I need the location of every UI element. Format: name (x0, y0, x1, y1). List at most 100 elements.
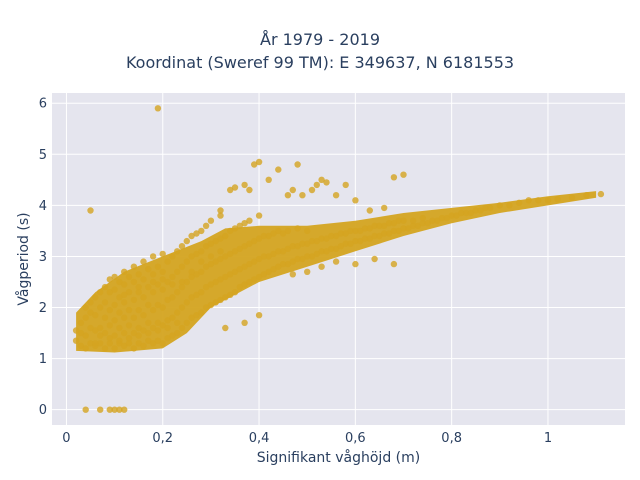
data-point (424, 220, 431, 227)
data-point (352, 237, 359, 245)
data-point (178, 304, 186, 311)
data-point (487, 204, 494, 212)
data-point (251, 276, 258, 283)
data-point (308, 237, 316, 245)
chart-subtitle: Koordinat (Sweref 99 TM): E 349637, N 61… (125, 53, 515, 72)
data-point (443, 214, 450, 222)
data-point (554, 196, 561, 203)
data-point (255, 235, 263, 242)
data-point (207, 240, 215, 247)
data-point (130, 329, 138, 337)
data-point (405, 225, 412, 232)
data-point (318, 235, 325, 242)
data-point (352, 227, 359, 235)
data-point (101, 329, 109, 337)
data-point (97, 324, 104, 332)
data-point (467, 209, 475, 217)
data-point (265, 232, 272, 240)
data-point (72, 327, 80, 334)
data-point (477, 207, 484, 214)
data-point (198, 258, 205, 265)
data-point (121, 406, 128, 413)
data-point (183, 258, 190, 265)
data-points (72, 105, 605, 413)
data-point (140, 312, 147, 319)
data-point (376, 222, 383, 229)
data-point (92, 340, 99, 347)
data-point (164, 324, 171, 332)
data-point (294, 243, 301, 250)
data-point (164, 296, 171, 304)
data-point (111, 301, 118, 309)
data-point (381, 222, 388, 229)
data-point (332, 232, 340, 240)
data-point (328, 245, 335, 252)
data-point (284, 260, 292, 268)
data-point (260, 253, 268, 260)
x-tick-label: 0,8 (441, 431, 462, 446)
data-point (92, 294, 99, 301)
data-point (164, 317, 171, 324)
data-point (284, 245, 292, 252)
data-point (145, 329, 152, 337)
data-point (159, 276, 166, 283)
data-point (169, 281, 176, 288)
data-point (169, 332, 176, 339)
data-point (169, 273, 176, 281)
data-point (217, 212, 224, 219)
data-point (202, 263, 210, 270)
data-point (462, 209, 470, 217)
data-point (207, 281, 215, 288)
data-point (140, 327, 147, 334)
y-tick-label: 4 (39, 199, 47, 214)
data-point (385, 220, 393, 227)
data-point (111, 273, 118, 281)
data-point (183, 278, 190, 286)
data-point (313, 237, 320, 245)
data-point (347, 240, 354, 247)
data-point (318, 248, 325, 255)
data-point (111, 345, 118, 352)
data-point (308, 253, 316, 260)
data-point (381, 204, 388, 212)
data-point (544, 197, 552, 204)
data-point (135, 306, 142, 314)
data-point (174, 309, 181, 316)
data-point (193, 230, 200, 237)
data-point (193, 271, 200, 278)
data-point (236, 266, 243, 273)
point-cloud-mass (76, 191, 597, 353)
data-point (241, 243, 248, 250)
data-point (111, 317, 118, 324)
data-point (352, 197, 359, 204)
data-point (193, 250, 200, 258)
data-point (111, 286, 118, 293)
data-point (304, 240, 311, 247)
x-tick-label: 0,2 (152, 431, 173, 446)
data-point (178, 263, 186, 270)
data-point (207, 253, 215, 260)
data-point (125, 306, 133, 314)
data-point (260, 232, 268, 240)
data-point (400, 225, 407, 232)
data-point (390, 260, 398, 268)
data-point (438, 214, 446, 222)
data-point (92, 312, 99, 319)
data-point (361, 235, 369, 242)
y-tick-label: 6 (39, 97, 47, 112)
data-point (82, 304, 89, 311)
data-point (135, 324, 142, 332)
data-point (198, 227, 205, 235)
data-point (154, 105, 162, 112)
chart-title: År 1979 - 2019 (260, 30, 380, 49)
data-point (525, 197, 532, 204)
data-point (116, 309, 123, 316)
data-point (337, 230, 345, 237)
data-point (154, 301, 162, 309)
data-point (217, 235, 224, 242)
data-point (149, 324, 157, 332)
data-point (193, 312, 200, 319)
data-point (116, 324, 123, 332)
data-point (159, 268, 166, 275)
